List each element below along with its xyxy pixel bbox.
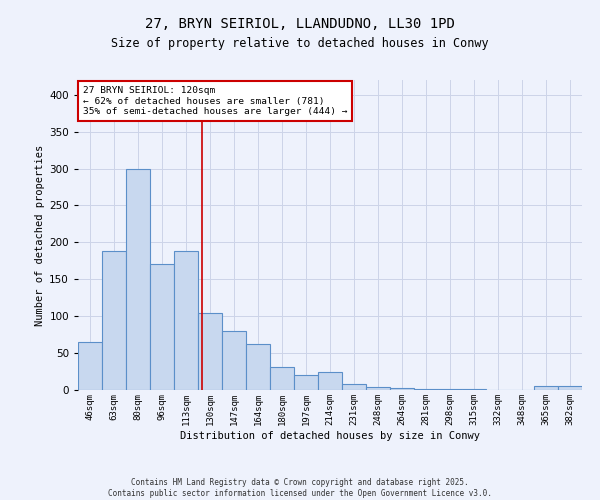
Bar <box>198 312 222 390</box>
Bar <box>246 344 270 390</box>
Text: 27, BRYN SEIRIOL, LLANDUDNO, LL30 1PD: 27, BRYN SEIRIOL, LLANDUDNO, LL30 1PD <box>145 18 455 32</box>
Bar <box>294 374 318 390</box>
Bar <box>126 168 150 390</box>
Text: Contains HM Land Registry data © Crown copyright and database right 2025.
Contai: Contains HM Land Registry data © Crown c… <box>108 478 492 498</box>
Bar <box>102 251 126 390</box>
Text: Size of property relative to detached houses in Conwy: Size of property relative to detached ho… <box>111 38 489 51</box>
Bar <box>414 388 438 390</box>
Bar <box>390 388 414 390</box>
Bar <box>558 386 582 390</box>
Bar <box>270 367 294 390</box>
Bar <box>150 264 174 390</box>
X-axis label: Distribution of detached houses by size in Conwy: Distribution of detached houses by size … <box>180 430 480 440</box>
Bar <box>318 372 342 390</box>
Bar <box>534 386 558 390</box>
Bar <box>174 251 198 390</box>
Bar <box>366 387 390 390</box>
Y-axis label: Number of detached properties: Number of detached properties <box>35 144 45 326</box>
Bar <box>342 384 366 390</box>
Bar <box>78 342 102 390</box>
Text: 27 BRYN SEIRIOL: 120sqm
← 62% of detached houses are smaller (781)
35% of semi-d: 27 BRYN SEIRIOL: 120sqm ← 62% of detache… <box>83 86 347 116</box>
Bar <box>222 331 246 390</box>
